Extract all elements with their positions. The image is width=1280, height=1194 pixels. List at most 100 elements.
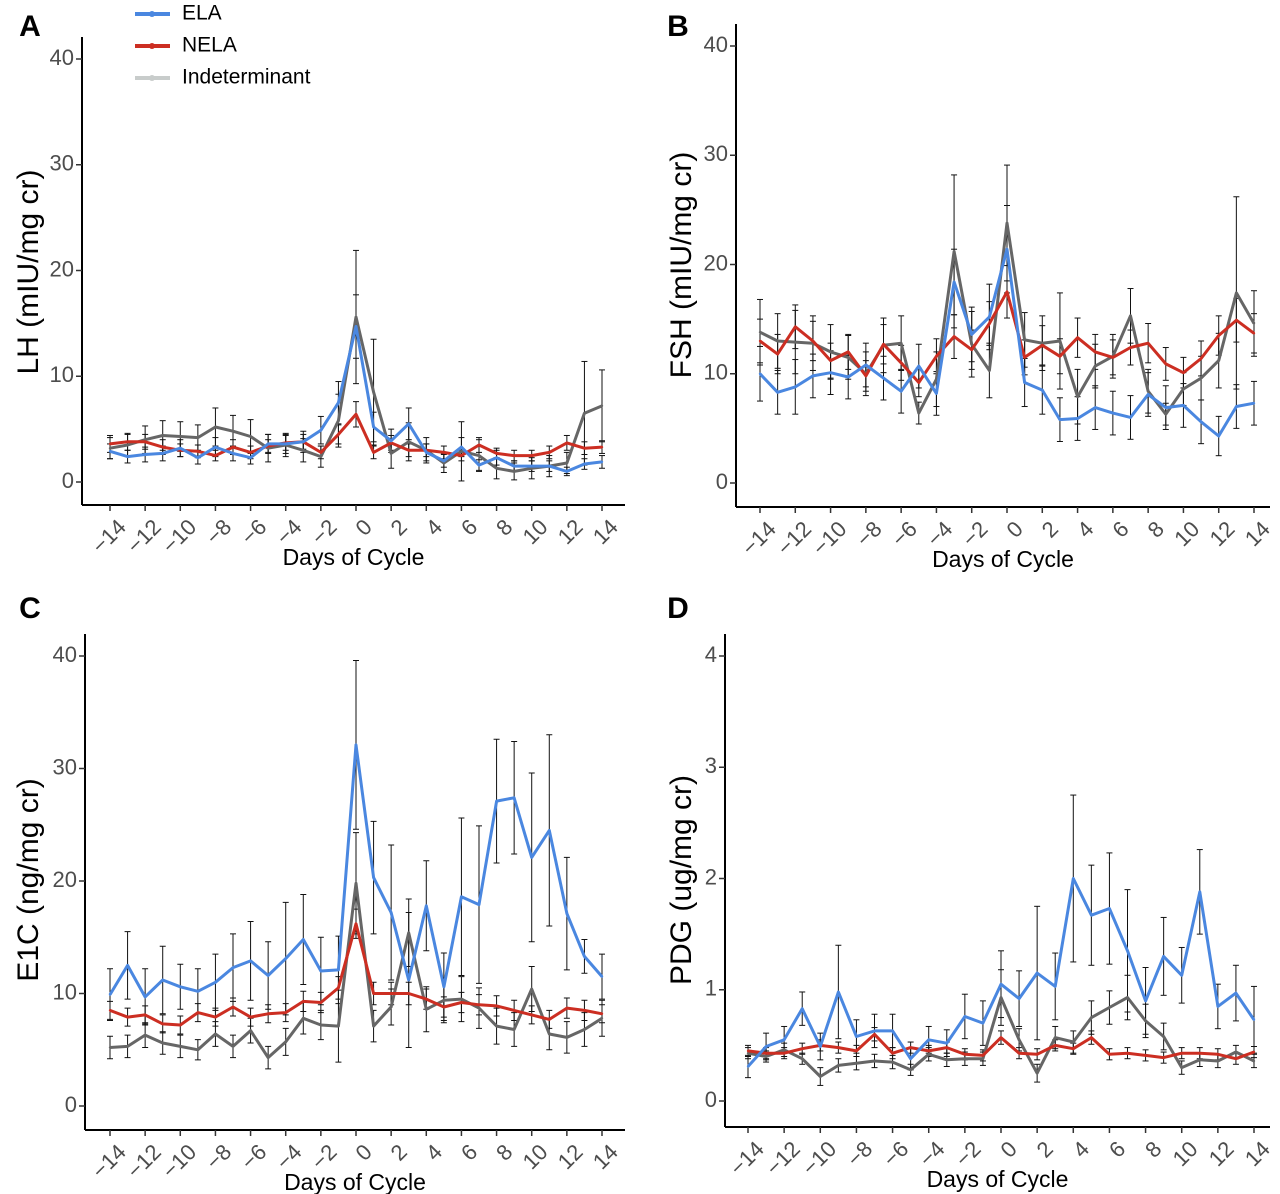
- data-point: [284, 1011, 287, 1014]
- data-point: [988, 315, 991, 319]
- y-tick-label: 0: [705, 1087, 717, 1112]
- data-point: [372, 425, 375, 429]
- data-point: [758, 339, 762, 343]
- data-point: [1217, 359, 1220, 362]
- data-point: [548, 464, 551, 468]
- data-point: [1094, 406, 1097, 409]
- data-point: [214, 445, 217, 449]
- data-point: [1054, 985, 1057, 988]
- data-point: [1235, 291, 1238, 295]
- data-point: [126, 443, 129, 447]
- data-point: [565, 1036, 569, 1039]
- data-point: [389, 911, 393, 914]
- x-tick-label: 6: [1107, 516, 1133, 542]
- y-tick-label: 1: [705, 976, 717, 1001]
- data-point: [196, 1011, 200, 1014]
- y-tick-label: 0: [62, 468, 74, 493]
- data-point: [407, 978, 410, 982]
- data-point: [548, 1018, 551, 1021]
- data-point: [337, 401, 340, 404]
- data-point: [354, 743, 358, 747]
- data-point: [565, 470, 569, 473]
- x-axis-title: Days of Cycle: [927, 1166, 1069, 1192]
- data-point: [847, 375, 850, 379]
- data-point: [372, 1024, 375, 1028]
- data-point: [746, 1049, 750, 1053]
- data-point: [266, 1056, 270, 1059]
- data-point: [1054, 1036, 1057, 1039]
- data-point: [231, 966, 235, 969]
- data-point: [999, 982, 1003, 986]
- data-point: [981, 1021, 985, 1025]
- data-point: [495, 452, 498, 455]
- data-point: [746, 1065, 750, 1068]
- data-point: [354, 882, 358, 885]
- data-point: [1108, 907, 1111, 910]
- x-tick-label: −12: [122, 1139, 166, 1183]
- data-point: [873, 1059, 876, 1063]
- data-point: [963, 1053, 967, 1056]
- x-tick-label: 12: [1205, 516, 1240, 551]
- data-point: [407, 422, 410, 426]
- x-tick-label: 6: [456, 514, 482, 540]
- data-point: [935, 355, 938, 358]
- data-point: [1182, 404, 1185, 407]
- x-tick-label: −10: [807, 516, 851, 560]
- data-point: [442, 451, 446, 454]
- data-point: [354, 413, 358, 416]
- data-point: [425, 997, 428, 1001]
- data-point: [764, 1051, 768, 1055]
- data-point: [161, 434, 164, 437]
- data-point: [442, 1005, 446, 1009]
- data-point: [1199, 420, 1203, 424]
- data-point: [442, 461, 446, 465]
- data-point: [782, 1048, 786, 1052]
- data-point: [407, 931, 410, 934]
- data-point: [819, 1045, 822, 1048]
- data-point: [407, 992, 410, 995]
- data-point: [284, 957, 287, 960]
- data-point: [855, 1035, 858, 1038]
- data-point: [372, 992, 375, 995]
- x-tick-label: 12: [1204, 1136, 1239, 1171]
- data-point: [1164, 362, 1167, 366]
- data-point: [1058, 355, 1062, 358]
- data-point: [196, 456, 200, 459]
- data-point: [565, 912, 569, 915]
- data-point: [302, 440, 305, 444]
- data-point: [1180, 1066, 1183, 1069]
- data-point: [600, 1017, 604, 1020]
- data-point: [1198, 1051, 1201, 1055]
- y-tick-label: 10: [704, 360, 728, 385]
- data-point: [1162, 955, 1165, 958]
- data-point: [746, 1051, 750, 1055]
- data-point: [1072, 1047, 1075, 1050]
- x-tick-label: −8: [201, 514, 236, 549]
- data-point: [512, 454, 516, 457]
- data-point: [389, 452, 393, 455]
- x-tick-label: 4: [421, 514, 447, 540]
- data-point: [1180, 974, 1183, 977]
- data-point: [952, 250, 956, 253]
- data-point: [460, 454, 463, 457]
- x-tick-label: 10: [1169, 516, 1204, 551]
- data-point: [583, 462, 586, 466]
- data-point: [864, 374, 868, 378]
- data-point: [899, 341, 903, 345]
- data-point: [855, 1049, 858, 1053]
- data-point: [477, 463, 481, 467]
- data-point: [999, 996, 1003, 999]
- data-point: [231, 1005, 235, 1009]
- x-tick-label: 10: [1168, 1136, 1203, 1171]
- x-axis-title: Days of Cycle: [932, 546, 1074, 572]
- data-point: [530, 856, 533, 859]
- data-point: [512, 464, 516, 468]
- data-point: [495, 799, 498, 803]
- data-point: [1054, 1044, 1057, 1047]
- data-point: [1023, 338, 1026, 342]
- data-point: [917, 381, 920, 384]
- x-tick-label: −8: [201, 1139, 236, 1174]
- data-point: [214, 454, 217, 457]
- data-point: [1108, 1006, 1111, 1009]
